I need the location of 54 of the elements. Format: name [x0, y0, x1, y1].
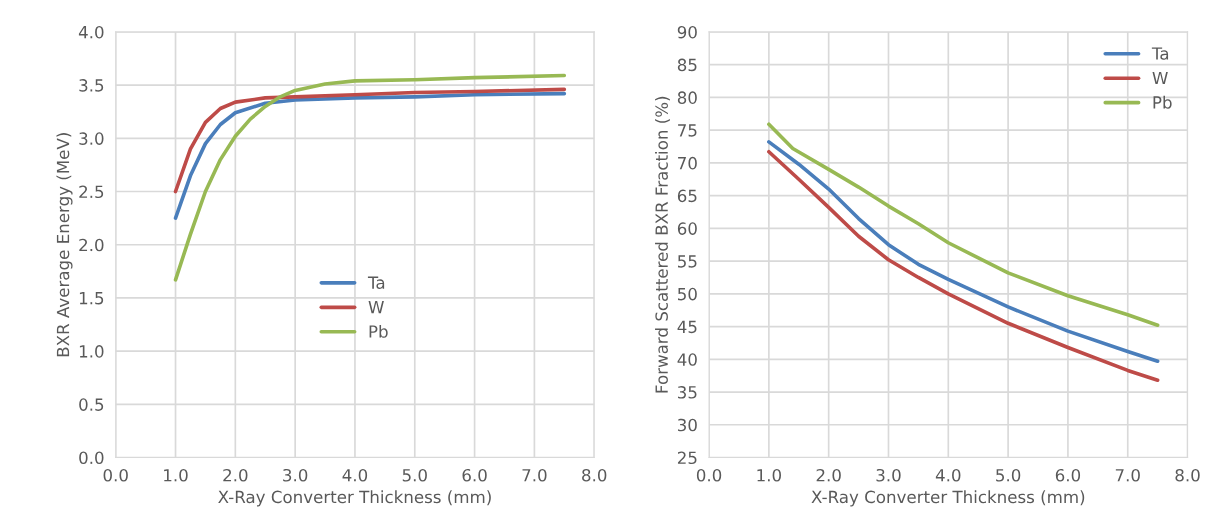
y-tick-label: 25: [677, 451, 697, 465]
y-tick-label: 35: [678, 386, 697, 399]
x-tick-label: 6.0: [1055, 468, 1081, 482]
y-tick-label: 3.0: [79, 132, 104, 145]
y-tick-label: 90: [677, 25, 697, 39]
x-tick-label: 2.0: [223, 468, 248, 482]
y-tick-label: 80: [677, 91, 697, 104]
y-axis-title: BXR Average Energy (MeV): [56, 133, 73, 357]
x-axis-title: X-Ray Converter Thickness (mm): [218, 490, 491, 507]
x-tick-label: 7.0: [1115, 468, 1140, 482]
y-tick-label: 0.5: [79, 398, 104, 411]
y-tick-label: 60: [677, 222, 697, 235]
y-tick-label: 70: [678, 156, 697, 170]
legend-label: W: [1152, 71, 1168, 85]
x-tick-label: 2.0: [816, 468, 841, 482]
legend-label: Ta: [367, 276, 385, 289]
y-tick-label: 3.5: [79, 79, 104, 92]
y-tick-label: 2.0: [79, 238, 104, 252]
y-tick-label: 1.5: [79, 292, 104, 305]
x-tick-label: 5.0: [402, 468, 427, 482]
x-tick-label: 0.0: [696, 468, 722, 482]
y-tick-label: 1.0: [79, 345, 104, 358]
x-axis-title: X-Ray Converter Thickness (mm): [811, 490, 1085, 507]
legend-label: Ta: [1151, 47, 1169, 60]
x-tick-label: 5.0: [996, 468, 1021, 482]
y-tick-label: 65: [677, 189, 697, 203]
x-tick-label: 7.0: [522, 468, 547, 482]
y-tick-label: 0.0: [79, 451, 104, 465]
legend-label: Pb: [369, 324, 388, 338]
y-tick-label: 2.5: [79, 185, 104, 199]
y-tick-label: 75: [678, 124, 697, 137]
legend-label: W: [368, 301, 384, 314]
y-tick-label: 30: [678, 418, 697, 432]
x-tick-label: 4.0: [342, 468, 368, 482]
y-tick-label: 50: [678, 287, 697, 301]
legend-label: Pb: [1153, 95, 1172, 109]
x-tick-label: 3.0: [876, 468, 901, 482]
y-tick-label: 4.0: [78, 25, 104, 39]
line-series: [173, 87, 567, 194]
x-tick-label: 1.0: [757, 468, 782, 482]
x-tick-label: 0.0: [103, 468, 128, 482]
x-tick-label: 1.0: [164, 468, 188, 482]
x-tick-label: 6.0: [462, 468, 487, 482]
line-series: [767, 122, 1160, 328]
y-axis-title: Forward Scattered BXR Fraction (%): [655, 96, 670, 393]
x-tick-label: 4.0: [935, 468, 961, 482]
line-series: [173, 91, 567, 220]
x-tick-label: 3.0: [283, 468, 308, 482]
y-tick-label: 45: [677, 320, 697, 334]
y-tick-label: 85: [677, 58, 697, 72]
x-tick-label: 8.0: [582, 468, 607, 482]
y-tick-label: 40: [677, 353, 697, 366]
y-tick-label: 55: [678, 255, 697, 268]
x-tick-label: 8.0: [1175, 468, 1200, 482]
